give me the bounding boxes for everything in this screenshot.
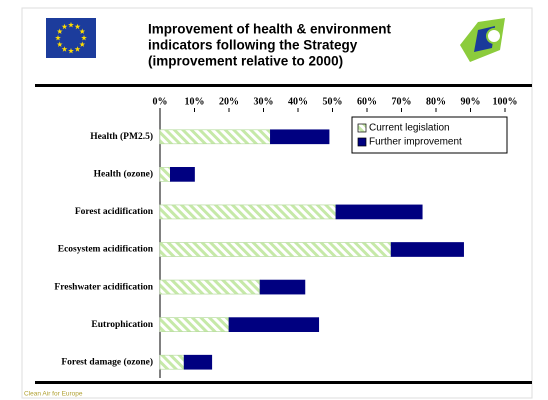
bar-segment	[159, 242, 392, 257]
bar-segment	[259, 279, 306, 295]
star	[61, 23, 68, 30]
x-tick-label: 30%	[254, 96, 274, 107]
legend-box	[351, 116, 508, 154]
category-label: Freshwater acidification	[54, 282, 153, 292]
header-rule	[35, 84, 532, 87]
category-label: Eutrophication	[91, 320, 153, 330]
x-tick-label: 70%	[392, 96, 412, 107]
x-tick-label: 90%	[461, 96, 481, 107]
category-label: Forest acidification	[75, 207, 154, 217]
bar-segment	[159, 354, 185, 370]
x-tick-label: 40%	[288, 96, 308, 107]
bar-segment	[159, 204, 337, 220]
star	[56, 28, 63, 34]
category-label: Health (PM2.5)	[90, 131, 153, 142]
category-label: Ecosystem acidification	[58, 245, 154, 255]
bar-segment	[183, 354, 213, 370]
x-tick-label: 20%	[219, 96, 239, 107]
star	[74, 46, 81, 52]
legend-label: Current legislation	[369, 123, 450, 134]
x-tick-label: 0%	[153, 96, 168, 107]
title-line: (improvement relative to 2000)	[148, 54, 343, 69]
star	[74, 23, 81, 30]
star	[56, 41, 63, 47]
logo	[460, 18, 505, 62]
x-tick-label: 10%	[185, 96, 205, 107]
star	[68, 22, 74, 28]
bar-segment	[159, 317, 230, 332]
legend-label: Further improvement	[369, 137, 462, 148]
legend-swatch	[357, 137, 367, 147]
star	[68, 48, 74, 54]
star	[81, 35, 87, 41]
category-label: Forest damage (ozone)	[61, 356, 153, 367]
bar-segment	[159, 167, 171, 182]
title-line: indicators following the Strategy	[148, 38, 358, 53]
x-tick-label: 60%	[357, 96, 377, 107]
footer-rule	[35, 381, 532, 384]
bar-segment	[170, 167, 195, 182]
bar-segment	[159, 279, 261, 295]
bar-segment	[335, 204, 423, 220]
footer: Clean Air for Europe	[24, 391, 83, 398]
slide-frame	[21, 7, 533, 399]
legend-swatch	[357, 123, 367, 133]
title-line: Improvement of health & environment	[148, 22, 392, 37]
bar-segment	[228, 317, 320, 332]
x-tick-label: 50%	[323, 96, 343, 107]
bar-segment	[390, 242, 464, 257]
star	[79, 41, 86, 47]
bar-segment	[159, 129, 271, 145]
x-tick-label: 100%	[493, 96, 518, 107]
star	[61, 46, 68, 52]
bar-segment	[270, 129, 330, 145]
eu-flag	[46, 18, 96, 58]
category-label: Health (ozone)	[94, 169, 153, 180]
x-tick-label: 80%	[426, 96, 446, 107]
star	[55, 35, 61, 41]
star	[79, 28, 86, 34]
